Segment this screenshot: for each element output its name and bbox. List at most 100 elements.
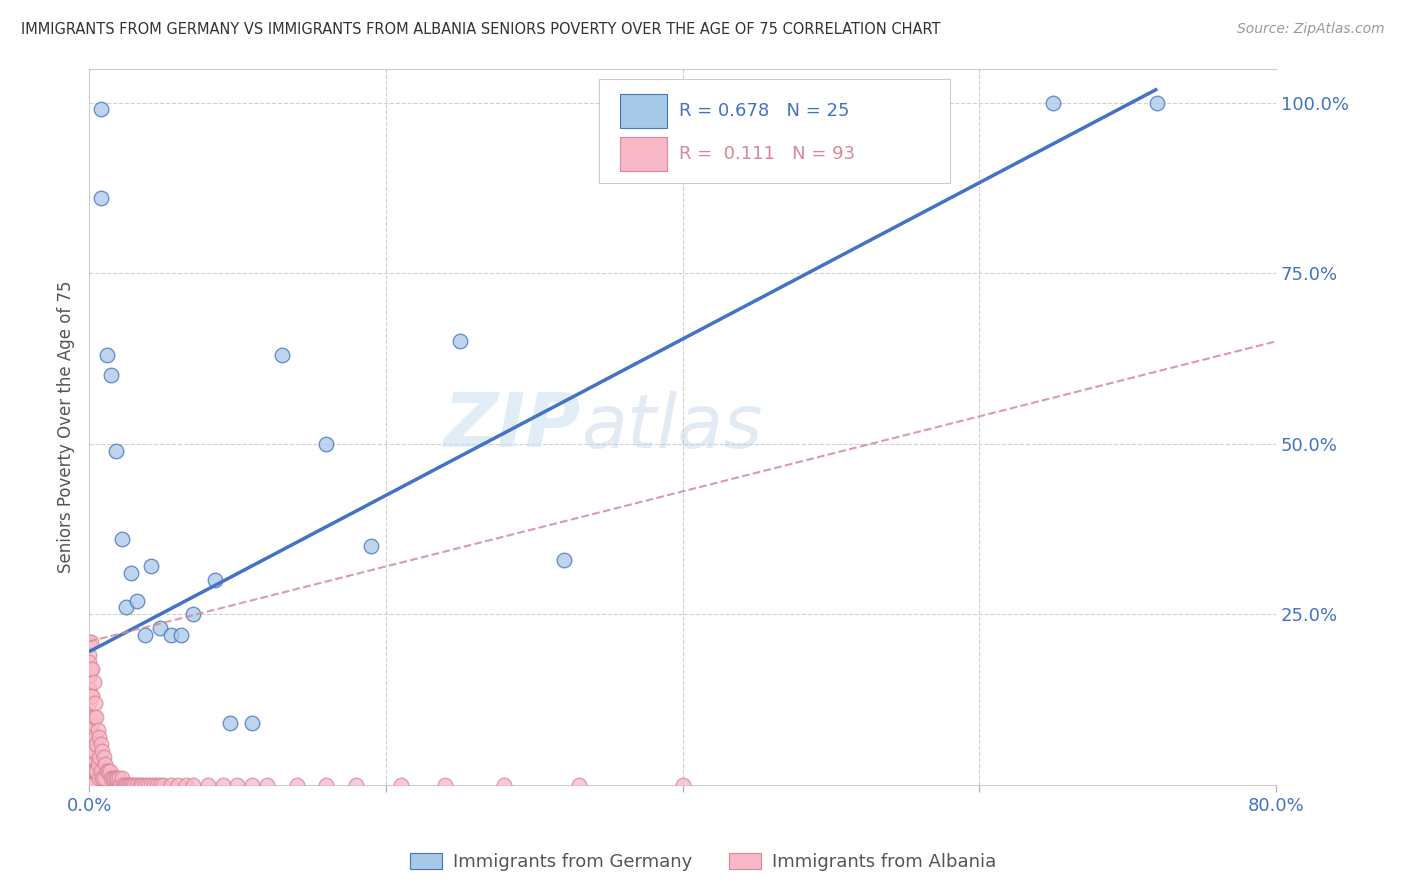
Text: R = 0.678   N = 25: R = 0.678 N = 25 [679,102,849,120]
Point [77,668,100,682]
Point [112,778,135,792]
Point [77,723,100,738]
Point [90,191,112,205]
Point [77,764,100,778]
Point [79,689,101,703]
Point [122,778,145,792]
Point [226,778,249,792]
Point [77,709,100,723]
Point [271,348,294,362]
Text: Source: ZipAtlas.com: Source: ZipAtlas.com [1237,22,1385,37]
Point [91,744,114,758]
Point [115,600,138,615]
Point [100,771,122,785]
Point [77,750,100,764]
Point [256,778,278,792]
Point [105,771,128,785]
Point [80,689,103,703]
Point [115,778,138,792]
Point [149,778,172,792]
Point [197,778,219,792]
Point [141,559,163,574]
Point [568,778,591,792]
Point [77,737,100,751]
Point [79,662,101,676]
Point [134,778,156,792]
Point [120,778,142,792]
Point [449,334,471,349]
Point [114,778,136,792]
Point [1146,95,1168,110]
Point [83,709,105,723]
Point [104,771,127,785]
Point [79,750,101,764]
Point [89,771,111,785]
Point [98,764,121,778]
Point [1042,95,1064,110]
Point [86,737,108,751]
Point [181,778,204,792]
Point [149,621,172,635]
Point [107,771,129,785]
Point [87,757,110,772]
Point [84,696,107,710]
Point [434,778,457,792]
Point [103,771,125,785]
Point [77,634,100,648]
Point [121,778,143,792]
Point [101,771,124,785]
Point [83,675,105,690]
Point [90,764,112,778]
Point [141,778,163,792]
Point [181,607,204,622]
Point [90,737,112,751]
FancyBboxPatch shape [620,136,666,171]
Point [167,778,190,792]
Point [80,662,103,676]
Text: IMMIGRANTS FROM GERMANY VS IMMIGRANTS FROM ALBANIA SENIORS POVERTY OVER THE AGE : IMMIGRANTS FROM GERMANY VS IMMIGRANTS FR… [21,22,941,37]
FancyBboxPatch shape [599,79,949,183]
Point [77,778,100,792]
Point [360,539,382,553]
Point [89,750,111,764]
Point [111,532,134,546]
Point [125,593,148,607]
Point [152,778,174,792]
Point [93,771,115,785]
Point [96,348,118,362]
Point [77,771,100,785]
Point [90,103,112,117]
Point [94,757,117,772]
Point [143,778,166,792]
Point [104,443,127,458]
Point [389,778,412,792]
Point [131,778,153,792]
Point [77,655,100,669]
Point [125,778,148,792]
Point [204,573,226,587]
Point [111,771,134,785]
Point [91,771,114,785]
Point [97,764,120,778]
Point [77,778,100,792]
Point [80,716,103,731]
Legend: Immigrants from Germany, Immigrants from Albania: Immigrants from Germany, Immigrants from… [402,846,1004,879]
Point [83,764,105,778]
FancyBboxPatch shape [620,94,666,128]
Point [83,744,105,758]
Point [87,723,110,738]
Point [240,778,263,792]
Point [159,628,181,642]
Point [100,368,122,383]
Point [553,552,575,566]
Point [86,709,108,723]
Point [138,778,160,792]
Point [170,628,193,642]
Point [117,778,139,792]
Point [77,696,100,710]
Point [77,648,100,662]
Point [93,750,115,764]
Point [96,764,118,778]
Point [494,778,516,792]
Point [159,778,181,792]
